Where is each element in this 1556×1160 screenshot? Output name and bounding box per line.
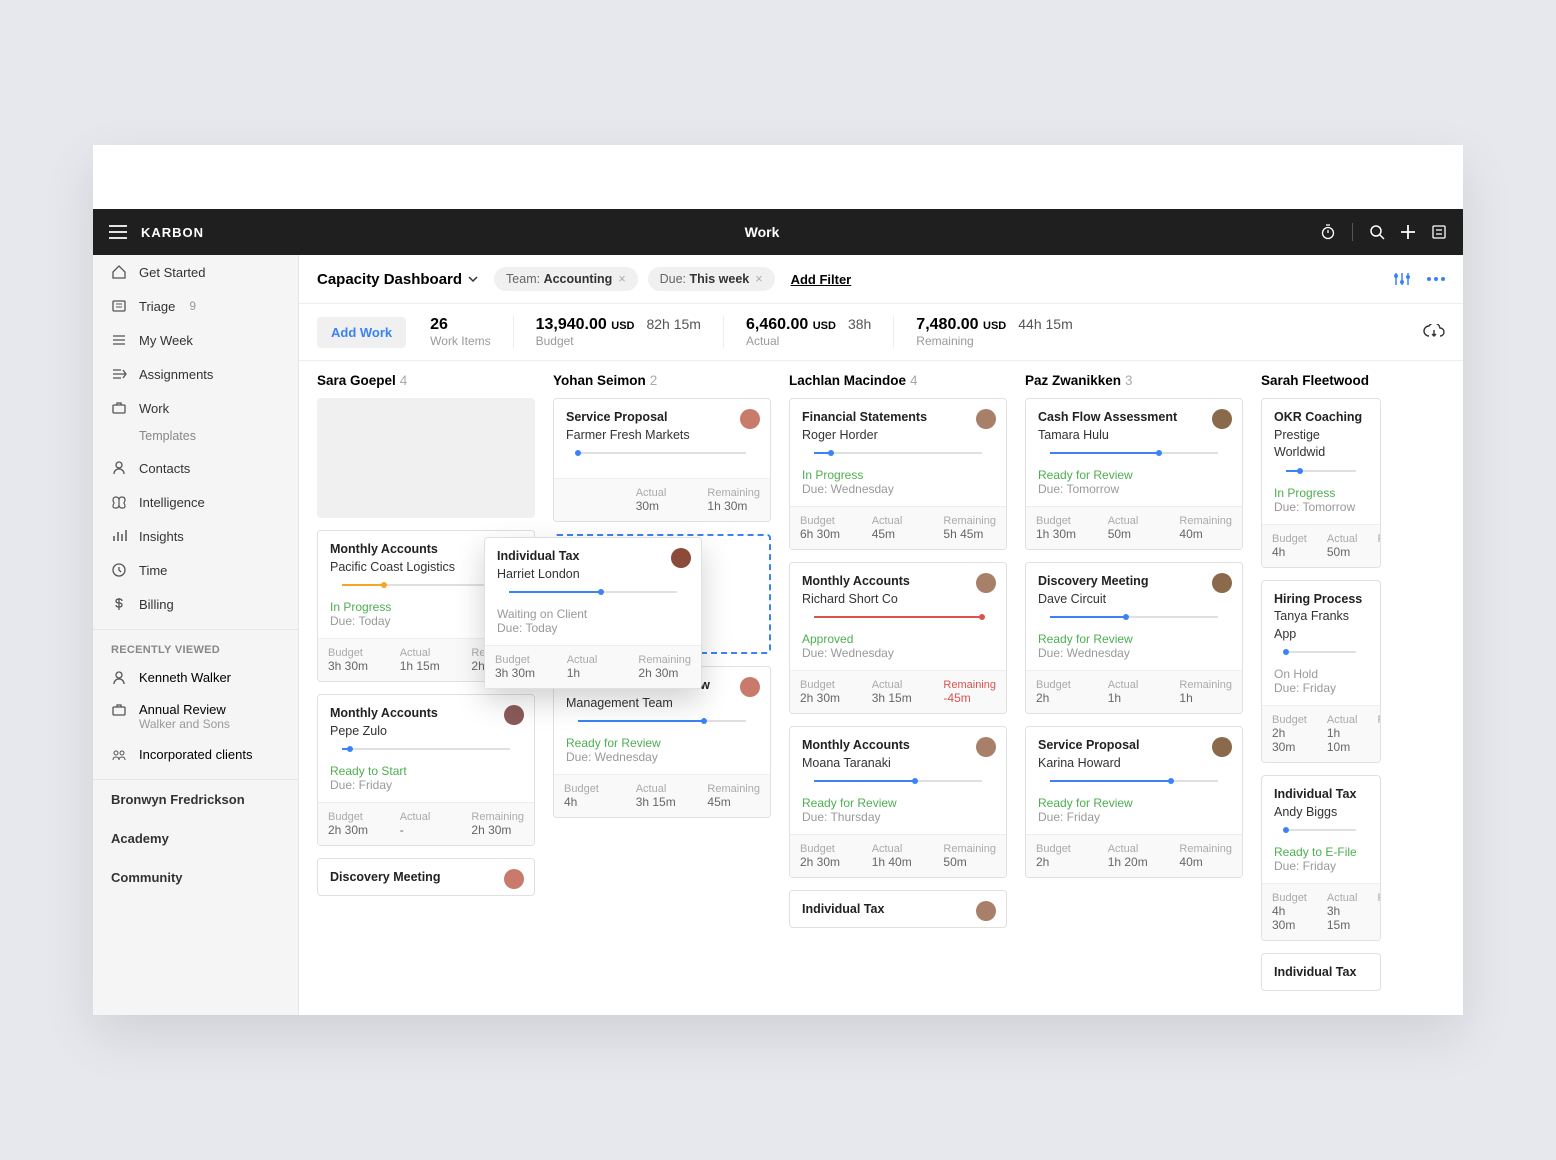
filter-chip[interactable]: Team: Accounting×: [494, 267, 638, 291]
board-column: Lachlan Macindoe4 Financial StatementsRog…: [789, 373, 1007, 1003]
nav-sub-templates[interactable]: Templates: [93, 425, 298, 451]
add-icon[interactable]: [1401, 225, 1415, 239]
nav-item-billing[interactable]: Billing: [93, 587, 298, 621]
nav-item-contacts[interactable]: Contacts: [93, 451, 298, 485]
avatar: [976, 901, 996, 921]
column-header: Sara Goepel4: [317, 373, 535, 388]
home-icon: [111, 264, 127, 280]
arrow-icon: [111, 366, 127, 382]
board-column: Sarah Fleetwood OKR CoachingPrestige Worl…: [1261, 373, 1381, 1003]
recent-item[interactable]: Incorporated clients: [93, 739, 298, 771]
add-filter-link[interactable]: Add Filter: [791, 272, 852, 287]
work-card[interactable]: Monthly AccountsRichard Short CoApproved…: [789, 562, 1007, 714]
column-header: Yohan Seimon2: [553, 373, 771, 388]
board: Sara Goepel4Monthly AccountsPacific Coas…: [299, 361, 1463, 1015]
avatar: [1212, 409, 1232, 429]
user-icon: [111, 670, 127, 686]
cloud-download-icon[interactable]: [1423, 324, 1445, 340]
main: Capacity Dashboard Team: Accounting× Due:…: [299, 255, 1463, 1015]
search-icon[interactable]: [1369, 224, 1385, 240]
avatar: [1212, 573, 1232, 593]
briefcase-icon: [111, 400, 127, 416]
group-icon: [111, 747, 127, 763]
work-card[interactable]: Individual Tax: [1261, 953, 1381, 991]
recent-item[interactable]: Kenneth Walker: [93, 662, 298, 694]
column-header: Sarah Fleetwood: [1261, 373, 1381, 388]
dragging-card[interactable]: Individual Tax Harriet London Waiting on…: [484, 537, 702, 689]
footer-link[interactable]: Bronwyn Fredrickson: [93, 780, 298, 819]
recent-label: RECENTLY VIEWED: [93, 629, 298, 662]
work-card[interactable]: Discovery Meeting: [317, 858, 535, 896]
nav-item-insights[interactable]: Insights: [93, 519, 298, 553]
work-card[interactable]: Hiring ProcessTanya Franks AppOn HoldDue…: [1261, 580, 1381, 764]
add-work-button[interactable]: Add Work: [317, 317, 406, 348]
avatar: [671, 548, 691, 568]
topbar-actions: [1320, 223, 1447, 241]
column-header: Paz Zwanikken3: [1025, 373, 1243, 388]
work-card[interactable]: OKR CoachingPrestige WorldwidIn Progress…: [1261, 398, 1381, 568]
menu-icon[interactable]: [109, 225, 127, 239]
avatar: [976, 573, 996, 593]
clock-icon: [111, 562, 127, 578]
settings-sliders-icon[interactable]: [1393, 271, 1411, 287]
chart-icon: [111, 528, 127, 544]
nav-item-get-started[interactable]: Get Started: [93, 255, 298, 289]
work-count: 26: [430, 316, 490, 334]
close-icon[interactable]: ×: [618, 272, 625, 286]
work-card[interactable]: Financial StatementsRoger HorderIn Progr…: [789, 398, 1007, 550]
card-placeholder: [317, 398, 535, 518]
user-icon: [111, 460, 127, 476]
work-card[interactable]: Monthly AccountsPepe ZuloReady to StartD…: [317, 694, 535, 846]
work-card[interactable]: Monthly AccountsMoana TaranakiReady for …: [789, 726, 1007, 878]
avatar: [504, 869, 524, 889]
header-title: Work: [204, 224, 1320, 240]
board-column: Paz Zwanikken3 Cash Flow AssessmentTamara…: [1025, 373, 1243, 1003]
more-icon[interactable]: [1427, 277, 1445, 281]
work-card[interactable]: Individual Tax: [789, 890, 1007, 928]
dollar-icon: [111, 596, 127, 612]
brand: KARBON: [141, 225, 204, 240]
list-icon: [111, 332, 127, 348]
inbox-icon: [111, 298, 127, 314]
work-card[interactable]: Cash Flow AssessmentTamara HuluReady for…: [1025, 398, 1243, 550]
avatar: [976, 409, 996, 429]
page-title-dropdown[interactable]: Capacity Dashboard: [317, 271, 478, 288]
nav-item-assignments[interactable]: Assignments: [93, 357, 298, 391]
filter-chip[interactable]: Due: This week×: [648, 267, 775, 291]
nav-item-triage[interactable]: Triage9: [93, 289, 298, 323]
briefcase-icon: [111, 702, 127, 718]
work-card[interactable]: Service ProposalKarina HowardReady for R…: [1025, 726, 1243, 878]
footer-link[interactable]: Academy: [93, 819, 298, 858]
stats-bar: Add Work 26 Work Items 13,940.00 USD 82h…: [299, 304, 1463, 361]
main-header: Capacity Dashboard Team: Accounting× Due:…: [299, 255, 1463, 304]
work-card[interactable]: Discovery MeetingDave CircuitReady for R…: [1025, 562, 1243, 714]
chevron-down-icon: [468, 276, 478, 282]
avatar: [740, 409, 760, 429]
nav-item-work[interactable]: Work: [93, 391, 298, 425]
avatar: [976, 737, 996, 757]
work-card[interactable]: Individual TaxAndy BiggsReady to E-FileD…: [1261, 775, 1381, 941]
nav-item-intelligence[interactable]: Intelligence: [93, 485, 298, 519]
sidebar: Get StartedTriage9My WeekAssignmentsWork…: [93, 255, 299, 1015]
nav-item-my-week[interactable]: My Week: [93, 323, 298, 357]
work-card[interactable]: Service ProposalFarmer Fresh MarketsActu…: [553, 398, 771, 522]
nav-item-time[interactable]: Time: [93, 553, 298, 587]
topbar: KARBON Work: [93, 209, 1463, 255]
column-header: Lachlan Macindoe4: [789, 373, 1007, 388]
recent-item[interactable]: Annual ReviewWalker and Sons: [93, 694, 298, 739]
sidebar-footer: Bronwyn FredricksonAcademyCommunity: [93, 779, 298, 897]
timer-icon[interactable]: [1320, 224, 1336, 240]
avatar: [1212, 737, 1232, 757]
avatar: [504, 705, 524, 725]
avatar: [740, 677, 760, 697]
footer-link[interactable]: Community: [93, 858, 298, 897]
note-icon[interactable]: [1431, 224, 1447, 240]
close-icon[interactable]: ×: [755, 272, 762, 286]
brain-icon: [111, 494, 127, 510]
